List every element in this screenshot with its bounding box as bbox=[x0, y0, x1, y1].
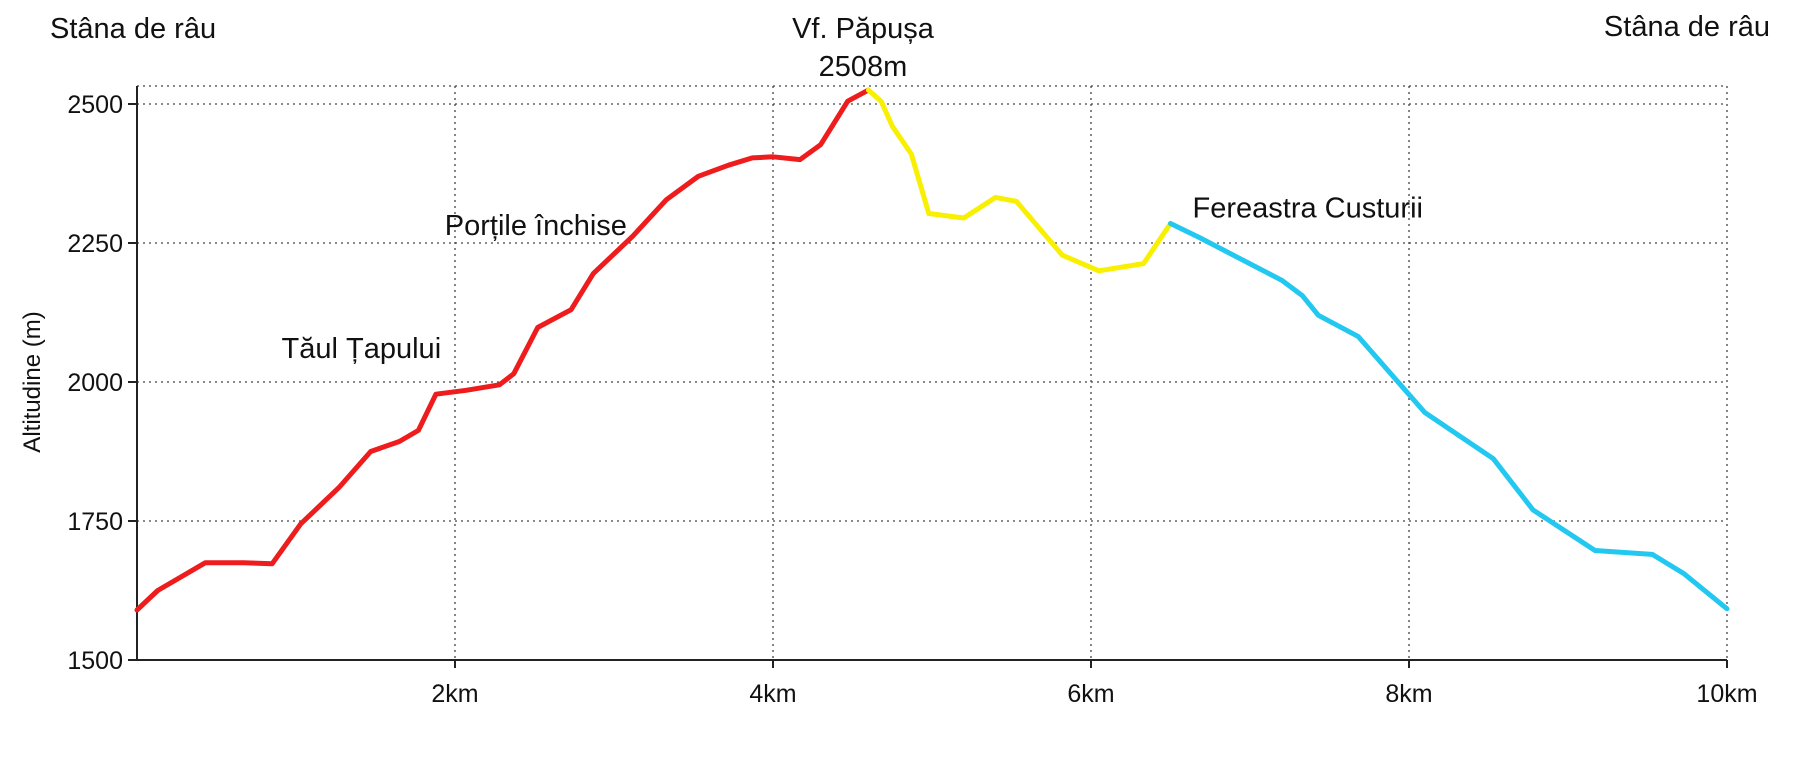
y-tick-label: 1500 bbox=[67, 647, 123, 675]
route-segment-2 bbox=[865, 87, 1173, 274]
x-tick-label: 4km bbox=[749, 680, 796, 708]
axes: 1500 1750 2000 2250 2500 2km 4km 6km 8km 10km Alti… bbox=[19, 86, 1758, 708]
x-tick-label: 10km bbox=[1696, 680, 1757, 708]
route-segment-3 bbox=[1168, 221, 1730, 612]
y-tick-label: 1750 bbox=[67, 508, 123, 536]
labels: Stâna de râu Stâna de râu Vf. Păpușa 2508m T… bbox=[50, 11, 1770, 365]
waypoint-label: Tăul Țapului bbox=[282, 333, 442, 365]
route-segments bbox=[134, 87, 1730, 613]
x-tick-label: 2km bbox=[431, 680, 478, 708]
peak-name-label: Vf. Păpușa bbox=[792, 13, 935, 45]
x-tick-label: 6km bbox=[1067, 680, 1114, 708]
end-location-label: Stâna de râu bbox=[1604, 11, 1770, 43]
y-tick-label: 2500 bbox=[67, 91, 123, 119]
y-tick-label: 2250 bbox=[67, 230, 123, 258]
x-tick-label: 8km bbox=[1385, 680, 1432, 708]
route-segment-1 bbox=[134, 87, 871, 613]
waypoint-label: Fereastra Custurii bbox=[1193, 193, 1423, 225]
y-tick-label: 2000 bbox=[67, 369, 123, 397]
waypoint-label: Porțile închise bbox=[445, 210, 627, 242]
start-location-label: Stâna de râu bbox=[50, 13, 216, 45]
y-axis-title: Altitudine (m) bbox=[19, 311, 46, 452]
grid-lines bbox=[136, 85, 1728, 660]
peak-altitude-label: 2508m bbox=[819, 51, 908, 83]
